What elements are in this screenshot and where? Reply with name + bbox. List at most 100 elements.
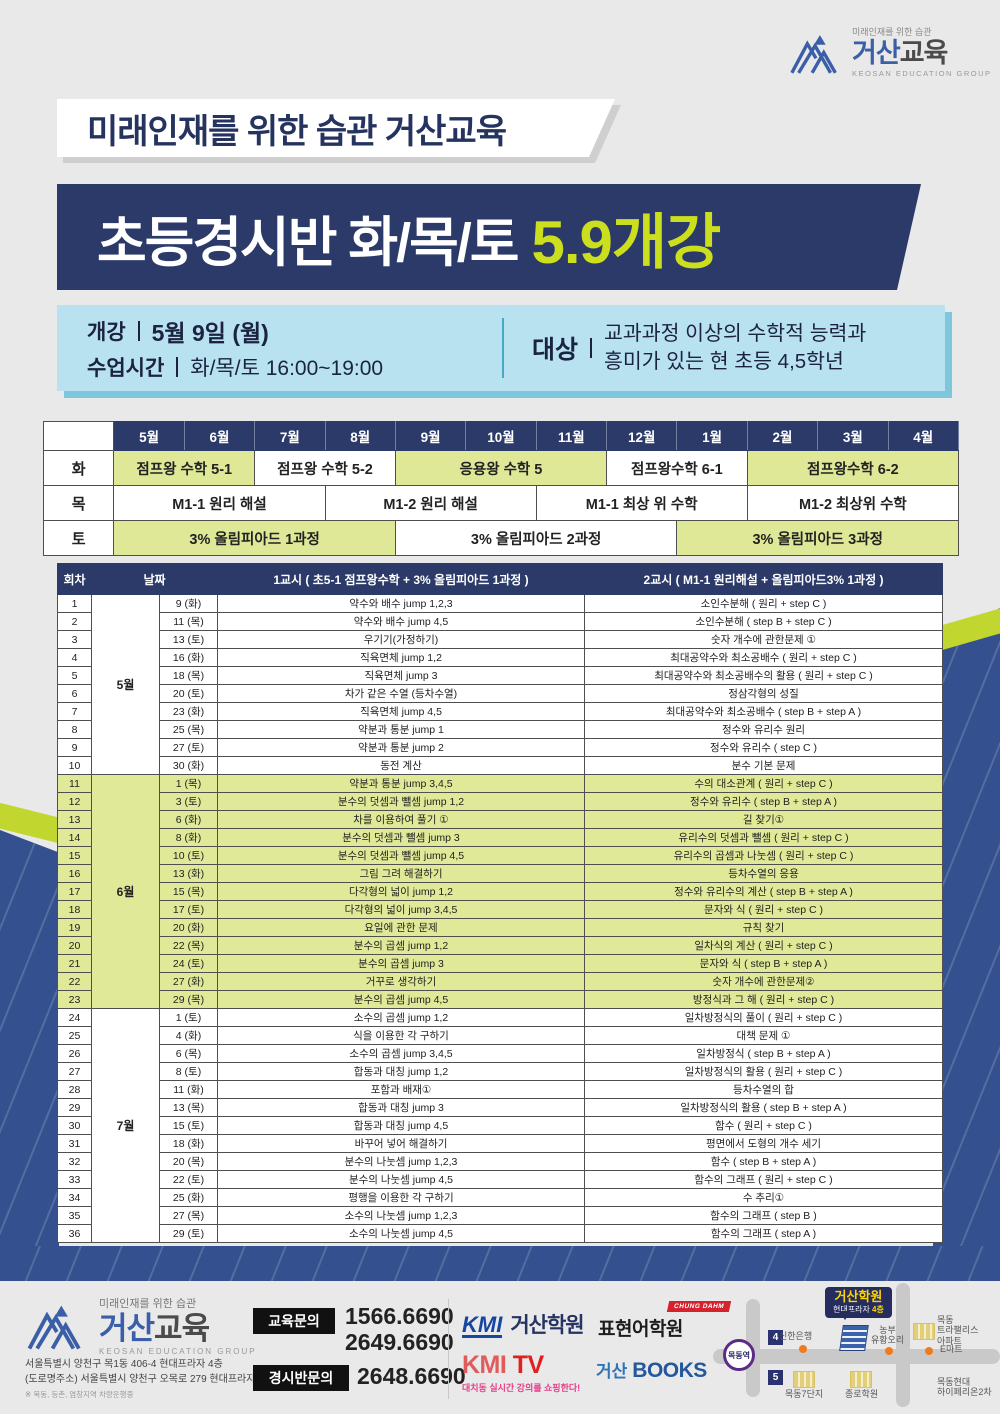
cell-date: 9 (화) xyxy=(159,594,218,613)
brand-logo-top: 미래인재를 위한 습관 거산교육 KEOSAN EDUCATION GROUP xyxy=(788,27,993,78)
course-cell: 점프왕 수학 5-1 xyxy=(113,450,256,486)
cell-session-no: 33 xyxy=(57,1170,92,1189)
cell-period2-topic: 최대공약수와 최소공배수 ( 원리 + step C ) xyxy=(584,648,943,667)
schedule-row: 19 20 (화) 요일에 관한 문제 규칙 찾기 xyxy=(57,918,943,937)
location-map: 목동역 4 5 거산학원 현대프라자 4층 신한은행 농부 유황오리 목동 트라… xyxy=(713,1283,1000,1411)
schedule-row: 14 8 (화) 분수의 덧셈과 뺄셈 jump 3 유리수의 덧셈과 뺄셈 ( 원리… xyxy=(57,828,943,847)
cell-period2-topic: 문자와 식 ( step B + step A ) xyxy=(584,954,943,973)
course-cell: M1-1 원리 해설 xyxy=(113,485,326,521)
cell-session-no: 25 xyxy=(57,1026,92,1045)
target-text: 교과과정 이상의 수학적 능력과 흥미가 있는 현 초등 4,5학년 xyxy=(604,322,867,373)
contest-inquiry-badge: 경시반문의 xyxy=(253,1365,349,1391)
cell-session-no: 27 xyxy=(57,1062,92,1081)
schedule-row: 20 22 (목) 분수의 곱셈 jump 1,2 일차식의 계산 ( 원리 + st… xyxy=(57,936,943,955)
cell-period1-topic: 분수의 나눗셈 jump 4,5 xyxy=(217,1170,585,1189)
schedule-row: 17 15 (목) 다각형의 넓이 jump 1,2 정수와 유리수의 계산 ( st… xyxy=(57,882,943,901)
cell-period2-topic: 정수와 유리수 ( step B + step A ) xyxy=(584,792,943,811)
cell-session-no: 24 xyxy=(57,1008,92,1027)
month-col-header: 2월 xyxy=(746,421,819,451)
cell-period1-topic: 분수의 덧셈과 뺄셈 jump 1,2 xyxy=(217,792,585,811)
info-left: 개강 5월 9일 (월) 수업시간 화/목/토 16:00~19:00 xyxy=(57,310,502,386)
cell-period1-topic: 소수의 나눗셈 jump 4,5 xyxy=(217,1224,585,1243)
cell-period2-topic: 함수의 그래프 ( step B ) xyxy=(584,1206,943,1225)
cell-date: 30 (화) xyxy=(159,756,218,775)
divider-bar xyxy=(137,321,140,341)
kmi-tv-tagline: 대치동 실시간 강의를 쇼핑한다! xyxy=(462,1383,581,1393)
poi-shinhan-dot xyxy=(799,1345,807,1353)
poi-mokdong7-label: 목동7단지 xyxy=(785,1389,824,1399)
cell-date: 13 (토) xyxy=(159,630,218,649)
main-title-highlight: 5.9개강 xyxy=(531,208,721,276)
deco-navy-right xyxy=(933,608,1000,1281)
schedule-table: 회차 날짜 1교시 ( 초5-1 점프왕수학 + 3% 올림피아드 1과정 ) 2교시… xyxy=(57,563,943,1243)
cell-period1-topic: 약수와 배수 jump 1,2,3 xyxy=(217,594,585,613)
poi-hyperion-label: 목동현대 하이페리온2차 xyxy=(937,1377,992,1398)
cell-period1-topic: 다각형의 넓이 jump 3,4,5 xyxy=(217,900,585,919)
course-cell: 3% 올림피아드 3과정 xyxy=(676,520,959,556)
cell-period2-topic: 일차방정식의 활용 ( step B + step A ) xyxy=(584,1098,943,1117)
exit-5-badge: 5 xyxy=(768,1370,783,1385)
footer-brand-tagline: 미래인재를 위한 습관 xyxy=(99,1298,197,1310)
cell-date: 4 (화) xyxy=(159,1026,218,1045)
address-line-1: 서울특별시 양천구 목1동 406-4 현대프라자 4층 xyxy=(25,1359,223,1370)
cell-session-no: 35 xyxy=(57,1206,92,1225)
bubble-building-floor: 현대프라자 4층 xyxy=(833,1305,884,1315)
schedule-row: 3 13 (토) 우기기(가정하기) 숫자 개수에 관한문제 ① xyxy=(57,630,943,649)
cell-period2-topic: 분수 기본 문제 xyxy=(584,756,943,775)
schedule-row: 23 29 (목) 분수의 곱셈 jump 4,5 방정식과 그 해 ( 원리 + s… xyxy=(57,990,943,1009)
cell-period1-topic: 포함과 배재① xyxy=(217,1080,585,1099)
col-header-period2: 2교시 ( M1-1 원리해설 + 올림피아드3% 1과정 ) xyxy=(584,563,943,595)
cell-date: 11 (목) xyxy=(159,612,218,631)
cell-period2-topic: 평면에서 도형의 개수 세기 xyxy=(584,1134,943,1153)
schedule-row: 10 30 (화) 동전 계산 분수 기본 문제 xyxy=(57,756,943,775)
road-vertical-right xyxy=(896,1283,910,1407)
cell-period2-topic: 일차식의 계산 ( 원리 + step C ) xyxy=(584,936,943,955)
cell-date: 18 (목) xyxy=(159,666,218,685)
cell-period2-topic: 함수 ( 원리 + step C ) xyxy=(584,1116,943,1135)
cell-period2-topic: 수 추리① xyxy=(584,1188,943,1207)
corner-cell xyxy=(42,421,115,451)
footer-divider xyxy=(448,1299,449,1399)
cell-period1-topic: 그림 그려 해결하기 xyxy=(217,864,585,883)
cell-session-no: 32 xyxy=(57,1152,92,1171)
course-cell: 응용왕 수학 5 xyxy=(394,450,608,486)
cell-period2-topic: 함수 ( step B + step A ) xyxy=(584,1152,943,1171)
bubble-academy-name: 거산학원 xyxy=(834,1289,883,1304)
cell-period1-topic: 평행을 이용한 각 구하기 xyxy=(217,1188,585,1207)
keosan-books-logo: 거산 BOOKS xyxy=(596,1359,707,1382)
schedule-row: 8 25 (목) 약분과 통분 jump 1 정수와 유리수 원리 xyxy=(57,720,943,739)
academy-building-icon xyxy=(839,1325,869,1351)
academy-location-bubble: 거산학원 현대프라자 4층 xyxy=(825,1287,892,1321)
cell-date: 25 (목) xyxy=(159,720,218,739)
cell-month: 6월 xyxy=(91,774,160,1009)
cell-period2-topic: 길 찾기① xyxy=(584,810,943,829)
cell-period1-topic: 합동과 대칭 jump 3 xyxy=(217,1098,585,1117)
cell-session-no: 7 xyxy=(57,702,92,721)
cell-period1-topic: 합동과 대칭 jump 1,2 xyxy=(217,1062,585,1081)
open-label: 개강 xyxy=(87,321,126,344)
month-col-header: 1월 xyxy=(676,421,748,451)
cell-session-no: 1 xyxy=(57,594,92,613)
open-value: 5월 9일 (월) xyxy=(151,320,269,346)
cell-session-no: 28 xyxy=(57,1080,92,1099)
cell-date: 22 (토) xyxy=(159,1170,218,1189)
deco-navy-left xyxy=(0,830,59,1281)
poi-jongno-building-icon xyxy=(850,1371,872,1388)
schedule-row: 27 8 (토) 합동과 대칭 jump 1,2 일차방정식의 활용 ( 원리 + s… xyxy=(57,1062,943,1081)
edu-inquiry-badge: 교육문의 xyxy=(253,1308,335,1334)
main-title-banner: 초등경시반 화/목/토 5.9개강 xyxy=(57,184,921,290)
cell-period1-topic: 직육면체 jump 1,2 xyxy=(217,648,585,667)
month-col-header: 9월 xyxy=(394,421,467,451)
weekday-course-row: 목 M1-1 원리 해설 M1-2 원리 해설 M1-1 최상 위 수학 M1-2 최상… xyxy=(42,485,960,521)
cell-period2-topic: 함수의 그래프 ( step A ) xyxy=(584,1224,943,1243)
weekday-course-row: 토 3% 올림피아드 1과정 3% 올림피아드 2과정 3% 올림피아드 3과정 xyxy=(42,520,959,556)
cell-period1-topic: 식을 이용한 각 구하기 xyxy=(217,1026,585,1045)
cell-period2-topic: 함수의 그래프 ( 원리 + step C ) xyxy=(584,1170,943,1189)
cell-date: 18 (화) xyxy=(159,1134,218,1153)
course-info-box: 개강 5월 9일 (월) 수업시간 화/목/토 16:00~19:00 대상 교… xyxy=(57,305,945,391)
schedule-header-row: 회차 날짜 1교시 ( 초5-1 점프왕수학 + 3% 올림피아드 1과정 ) 2교시… xyxy=(57,563,943,595)
cell-date: 6 (화) xyxy=(159,810,218,829)
cell-period1-topic: 직육면체 jump 4,5 xyxy=(217,702,585,721)
subway-station-badge: 목동역 xyxy=(723,1339,755,1371)
